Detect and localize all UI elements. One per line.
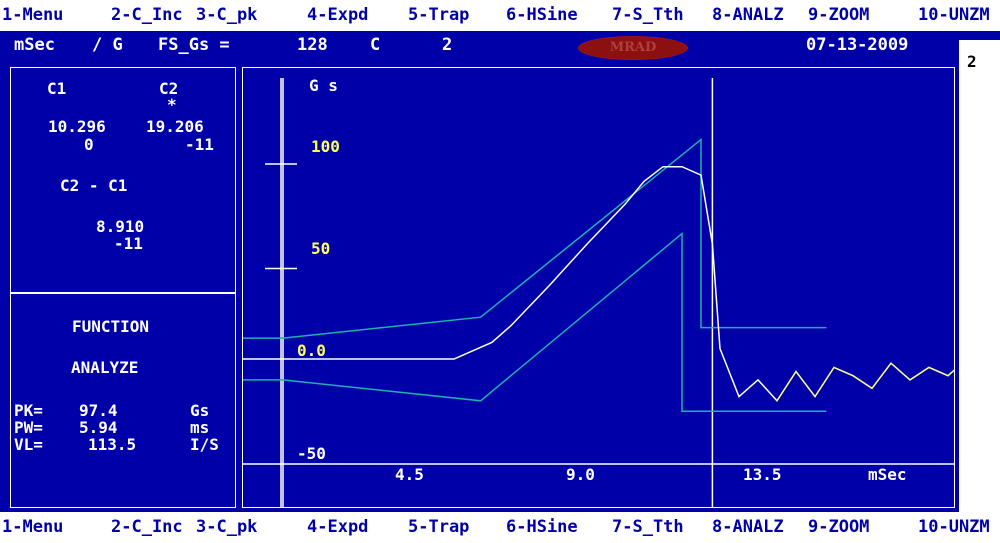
function-title: FUNCTION	[72, 317, 150, 336]
pulse-width-unit: ms	[190, 418, 210, 437]
peak-label: PK=	[14, 401, 43, 420]
x-tick-label: 9.0	[566, 465, 595, 484]
c1-label: C1	[47, 79, 67, 98]
full-scale-label: FS_Gs =	[158, 35, 230, 55]
fkey-cursor-peak[interactable]: 3-C_pk	[196, 517, 258, 537]
fkey-cursor-peak[interactable]: 3-C_pk	[196, 5, 258, 25]
function-panel: FUNCTION ANALYZE PK= 97.4 Gs PW= 5.94 ms…	[10, 293, 236, 508]
fkey-trapezoid[interactable]: 5-Trap	[408, 517, 470, 537]
fkey-half-sine[interactable]: 6-HSine	[506, 5, 578, 25]
velocity-value: 113.5	[88, 435, 137, 454]
difference-value: -11	[114, 234, 143, 253]
function-key-bar-top: 1-Menu 2-C_Inc 3-C_pk 4-Expd 5-Trap 6-HS…	[0, 0, 1000, 31]
peak-unit: Gs	[190, 401, 210, 420]
side-indicator-value: 2	[967, 52, 977, 71]
cursor-readout-panel: C1 C2 * 10.296 19.206 0 -11 C2 - C1 8.91…	[10, 67, 236, 293]
difference-time: 8.910	[96, 217, 145, 236]
fkey-expand[interactable]: 4-Expd	[307, 5, 369, 25]
y-tick-label: 100	[311, 137, 340, 156]
channel-value: 2	[442, 35, 453, 55]
measured-pulse-tail	[776, 362, 954, 402]
c1-time: 10.296	[48, 117, 106, 136]
full-scale-value: 128	[297, 35, 328, 55]
waveform-chart	[243, 78, 954, 507]
date-label: 07-13-2009	[806, 35, 909, 55]
fkey-zoom[interactable]: 9-ZOOM	[808, 5, 870, 25]
fkey-half-sine[interactable]: 6-HSine	[506, 517, 578, 537]
y-tick-label: 0.0	[297, 341, 326, 360]
per-g-label: / G	[92, 35, 123, 55]
function-key-bar-bottom: 1-Menu 2-C_Inc 3-C_pk 4-Expd 5-Trap 6-HS…	[0, 512, 1000, 543]
waveform-plot: G s 100 50 0.0 -50 4.5 9.0 13.5 mSec	[242, 67, 955, 508]
fkey-cursor-increment[interactable]: 2-C_Inc	[111, 517, 183, 537]
side-indicator: 2	[959, 40, 1000, 512]
c1-value: 0	[84, 135, 94, 154]
fkey-menu[interactable]: 1-Menu	[2, 517, 64, 537]
fkey-unzoom[interactable]: 10-UNZM	[918, 5, 990, 25]
fkey-sawtooth[interactable]: 7-S_Tth	[612, 5, 684, 25]
cursor-difference-label: C2 - C1	[60, 176, 128, 195]
peak-value: 97.4	[79, 401, 118, 420]
c2-time: 19.206	[146, 117, 204, 136]
x-tick-label: 4.5	[395, 465, 424, 484]
fkey-unzoom[interactable]: 10-UNZM	[918, 517, 990, 537]
upper-tolerance-band	[243, 138, 827, 339]
x-axis-title: mSec	[868, 465, 907, 484]
status-header: mSec / G FS_Gs = 128 C 2 07-13-2009	[0, 31, 958, 61]
y-tick-label: 50	[311, 239, 331, 258]
fkey-cursor-increment[interactable]: 2-C_Inc	[111, 5, 183, 25]
c2-value: -11	[185, 135, 214, 154]
units-label: mSec	[14, 35, 55, 55]
y-axis-title: G s	[309, 76, 338, 95]
fkey-analyze[interactable]: 8-ANALZ	[712, 5, 784, 25]
function-mode: ANALYZE	[71, 358, 139, 377]
channel-label: C	[370, 35, 381, 55]
fkey-expand[interactable]: 4-Expd	[307, 517, 369, 537]
y-tick-label: -50	[297, 444, 326, 463]
pulse-width-value: 5.94	[79, 418, 118, 437]
c2-label: C2	[159, 79, 179, 98]
velocity-unit: I/S	[190, 435, 219, 454]
velocity-label: VL=	[14, 435, 43, 454]
x-tick-label: 13.5	[743, 465, 782, 484]
fkey-trapezoid[interactable]: 5-Trap	[408, 5, 470, 25]
measured-pulse-trace	[243, 165, 954, 403]
pulse-width-label: PW=	[14, 418, 43, 437]
fkey-menu[interactable]: 1-Menu	[2, 5, 64, 25]
fkey-analyze[interactable]: 8-ANALZ	[712, 517, 784, 537]
lower-tolerance-band	[243, 232, 827, 413]
fkey-zoom[interactable]: 9-ZOOM	[808, 517, 870, 537]
mrad-logo: MRAD	[578, 36, 688, 60]
fkey-sawtooth[interactable]: 7-S_Tth	[612, 517, 684, 537]
active-cursor-marker: *	[167, 95, 177, 114]
